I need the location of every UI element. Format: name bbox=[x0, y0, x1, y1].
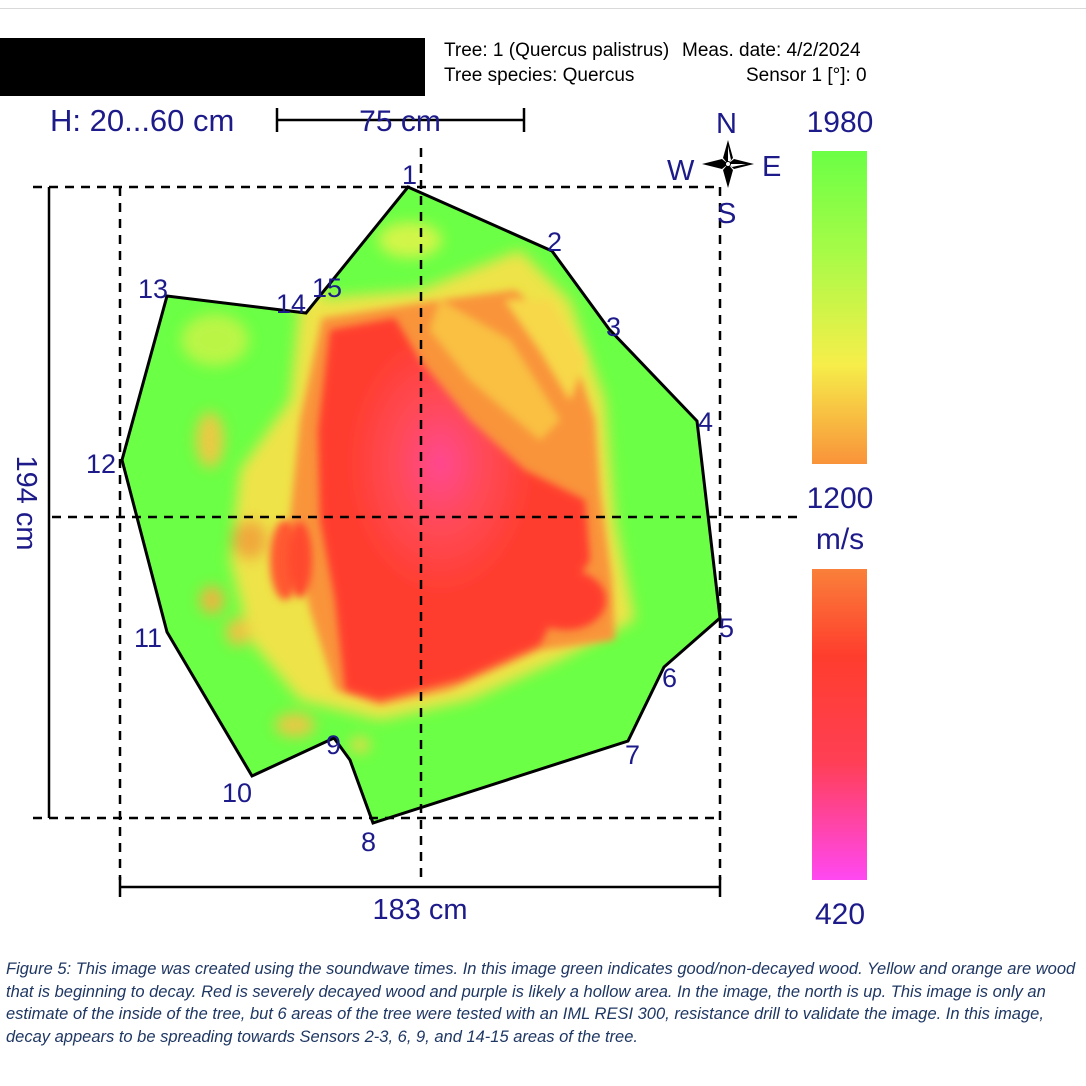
sensor-label-12: 12 bbox=[86, 449, 116, 479]
sensor-label-11: 11 bbox=[134, 623, 162, 653]
compass-south: S bbox=[717, 198, 736, 230]
sensor-label-6: 6 bbox=[662, 663, 677, 693]
sensor-label-10: 10 bbox=[222, 778, 252, 808]
sensor-label-4: 4 bbox=[698, 407, 713, 437]
compass-icon bbox=[702, 140, 754, 188]
legend-min-value: 420 bbox=[815, 898, 865, 931]
depth-label: 194 cm bbox=[10, 455, 42, 550]
sensor-label-8: 8 bbox=[361, 827, 376, 857]
legend-mid-value: 1200 bbox=[807, 482, 874, 515]
compass-north: N bbox=[716, 108, 737, 140]
compass-west: W bbox=[667, 155, 695, 187]
page-top-rule bbox=[0, 8, 1086, 9]
dimension-lines bbox=[47, 108, 722, 897]
scale-bar-label: 75 cm bbox=[359, 105, 441, 138]
species-label: Tree species: Quercus bbox=[444, 65, 635, 86]
sensor-label-1: 1 bbox=[402, 160, 417, 190]
sensor-label-7: 7 bbox=[625, 740, 640, 770]
legend-unit: m/s bbox=[816, 523, 864, 556]
sensor-label-2: 2 bbox=[547, 227, 562, 257]
redacted-block bbox=[0, 38, 425, 96]
height-range-label: H: 20...60 cm bbox=[50, 103, 234, 138]
legend-bar-lower bbox=[812, 569, 867, 880]
tomogram-diagram: H: 20...60 cm 75 cm 183 cm 194 cm 1 2 3 … bbox=[10, 103, 874, 931]
legend-bar-upper bbox=[812, 151, 867, 464]
sensor-label-3: 3 bbox=[606, 312, 621, 342]
sensor-label-9: 9 bbox=[326, 730, 341, 760]
dashed-grid bbox=[33, 148, 800, 880]
sensor-angle: Sensor 1 [°]: 0 bbox=[746, 65, 867, 86]
tree-label: Tree: 1 (Quercus palistrus) bbox=[444, 40, 670, 61]
sensor-label-14: 14 bbox=[276, 289, 306, 319]
sensor-label-5: 5 bbox=[719, 613, 734, 643]
legend-max-value: 1980 bbox=[807, 106, 874, 139]
sensor-label-15: 15 bbox=[312, 273, 342, 303]
sensor-label-13: 13 bbox=[138, 274, 168, 304]
compass-east: E bbox=[762, 151, 781, 183]
width-label: 183 cm bbox=[372, 894, 467, 926]
measurement-date: Meas. date: 4/2/2024 bbox=[682, 40, 861, 61]
figure-caption: Figure 5: This image was created using t… bbox=[6, 960, 1076, 1046]
tree-outline bbox=[120, 185, 722, 825]
sensor-labels: 1 2 3 4 5 6 7 8 9 10 11 12 13 14 15 bbox=[86, 160, 734, 857]
